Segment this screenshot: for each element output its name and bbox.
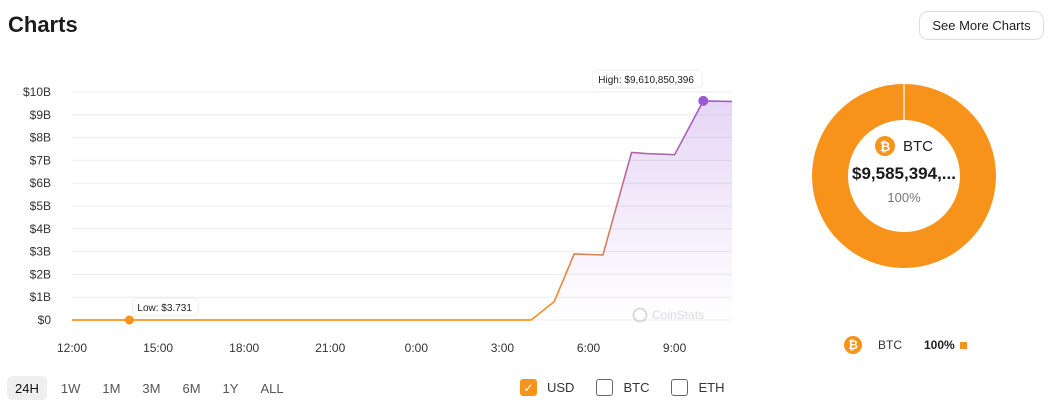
- bitcoin-icon: ₿: [844, 336, 862, 354]
- currency-usd-checkbox[interactable]: ✓ USD: [520, 379, 574, 396]
- currency-btc-checkbox[interactable]: BTC: [596, 379, 649, 396]
- x-tick-label: 3:00: [491, 341, 515, 355]
- y-tick-label: $2B: [30, 267, 51, 281]
- y-tick-label: $1B: [30, 290, 51, 304]
- watermark-text: CoinStats: [652, 308, 704, 322]
- y-tick-label: $10B: [23, 85, 51, 99]
- donut-symbol: BTC: [903, 137, 933, 155]
- low-label: Low: $3.731: [137, 303, 192, 314]
- y-tick-label: $3B: [30, 245, 51, 259]
- y-tick-label: $4B: [30, 222, 51, 236]
- range-3m[interactable]: 3M: [142, 380, 161, 396]
- donut-value: $9,585,394,...: [852, 164, 956, 183]
- checkbox-empty-icon[interactable]: [671, 379, 689, 396]
- x-tick-label: 18:00: [229, 341, 259, 355]
- currency-label: BTC: [623, 380, 650, 395]
- y-tick-label: $7B: [30, 153, 51, 167]
- donut-legend: ₿ BTC 100%: [844, 336, 967, 354]
- x-tick-label: 15:00: [143, 341, 173, 355]
- time-range-selector: 24H 1W 1M 3M 6M 1Y ALL: [7, 376, 298, 400]
- currency-label: ETH: [698, 380, 725, 395]
- low-tooltip: [131, 297, 199, 317]
- coinstats-logo-icon: [632, 307, 648, 323]
- range-1m[interactable]: 1M: [102, 380, 121, 396]
- legend-percent: 100%: [924, 338, 955, 352]
- page-title: Charts: [8, 12, 78, 37]
- currency-label: USD: [547, 380, 575, 395]
- price-area: [72, 100, 732, 321]
- x-tick-label: 9:00: [663, 341, 687, 355]
- y-tick-label: $6B: [30, 176, 51, 190]
- high-marker: [698, 95, 709, 106]
- y-tick-label: $9B: [30, 108, 51, 122]
- currency-eth-checkbox[interactable]: ETH: [671, 379, 724, 396]
- watermark: CoinStats: [632, 307, 704, 323]
- see-more-charts-button[interactable]: See More Charts: [919, 11, 1044, 40]
- price-chart: $0 $1B $2B $3B $4B $5B $6B $7B $8B $9B $10B 12:00 15…: [23, 69, 733, 355]
- bitcoin-icon: ₿: [875, 136, 895, 156]
- x-tick-label: 0:00: [405, 341, 429, 355]
- range-24h[interactable]: 24H: [7, 376, 47, 400]
- legend-symbol: BTC: [878, 338, 902, 352]
- low-marker: [124, 315, 134, 325]
- allocation-donut: [812, 84, 996, 268]
- x-tick-label: 6:00: [577, 341, 601, 355]
- checkbox-checked-icon[interactable]: ✓: [520, 379, 537, 396]
- x-tick-label: 21:00: [315, 341, 345, 355]
- currency-selector: ✓ USD BTC ETH: [520, 379, 746, 396]
- y-tick-label: $5B: [30, 199, 51, 213]
- high-tooltip: [591, 69, 703, 89]
- x-tick-label: 12:00: [57, 341, 87, 355]
- donut-percent: 100%: [887, 190, 921, 205]
- range-1y[interactable]: 1Y: [222, 380, 239, 396]
- range-all[interactable]: ALL: [260, 380, 284, 396]
- checkbox-empty-icon[interactable]: [596, 379, 614, 396]
- range-6m[interactable]: 6M: [182, 380, 201, 396]
- high-label: High: $9,610,850,396: [598, 75, 694, 86]
- y-tick-label: $8B: [30, 131, 51, 145]
- donut-center: ₿ BTC $9,585,394,... 100%: [840, 136, 968, 205]
- legend-swatch: [959, 341, 967, 349]
- y-tick-label: $0: [38, 313, 52, 327]
- range-1w[interactable]: 1W: [60, 380, 81, 396]
